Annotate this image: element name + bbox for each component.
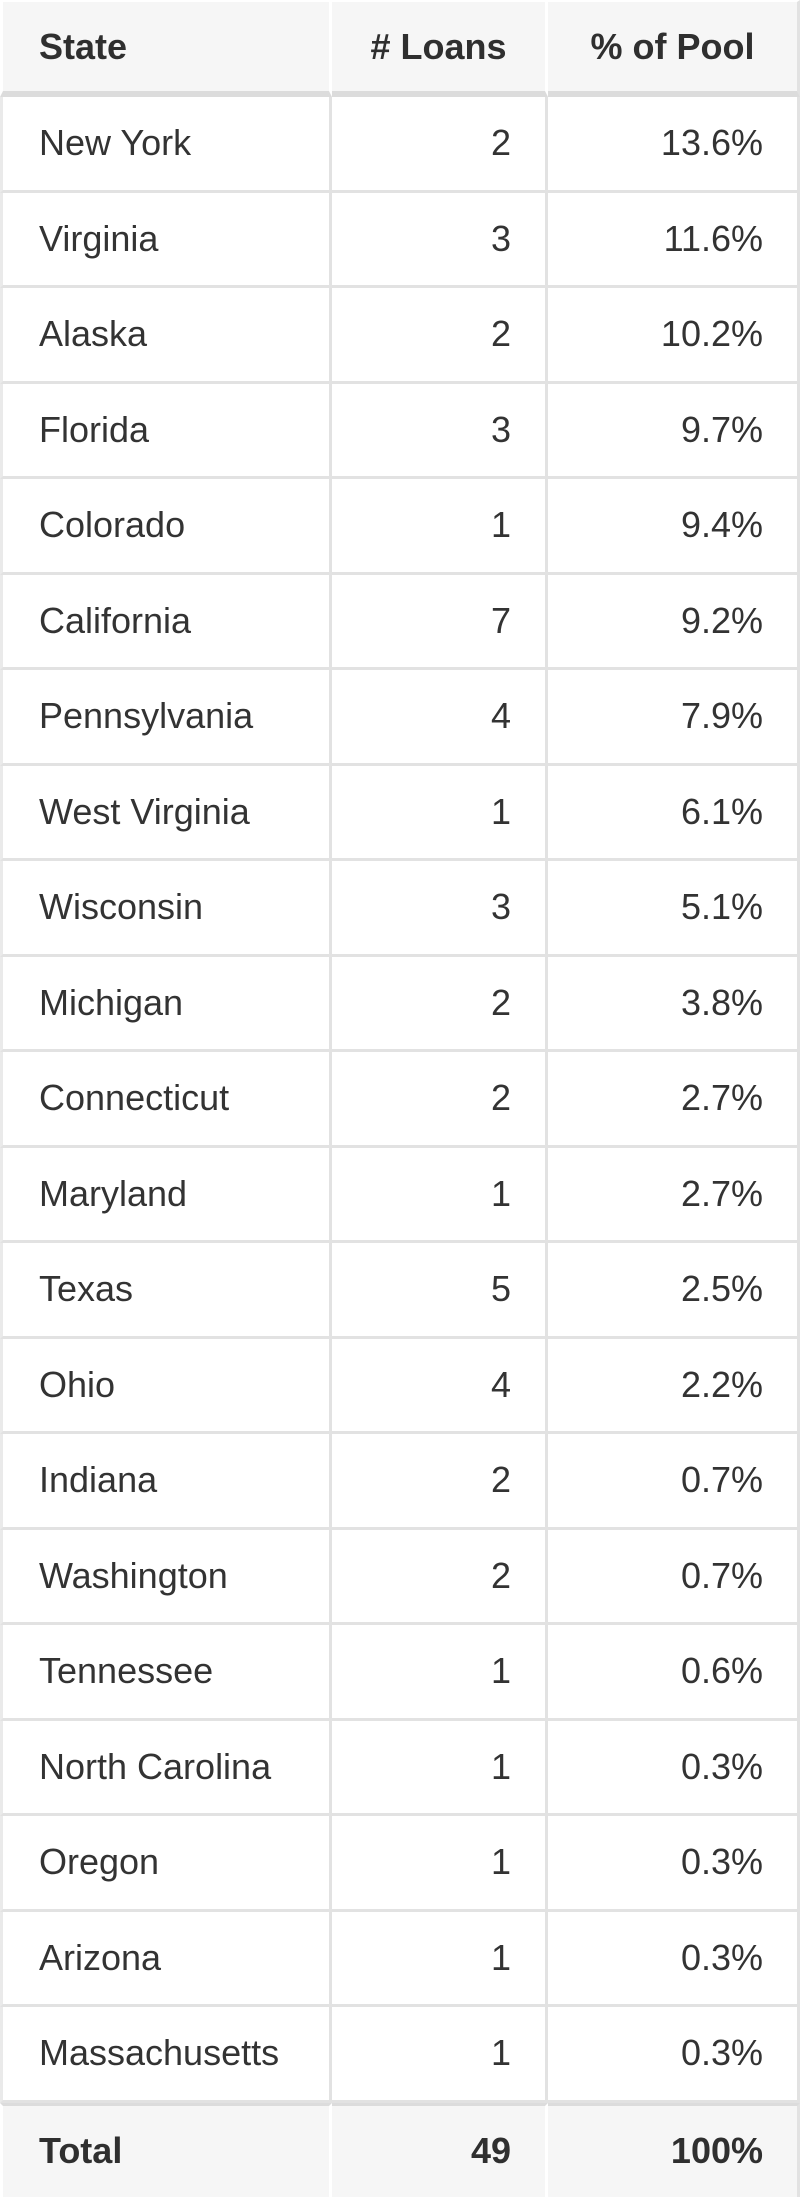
table-footer: Total 49 100% (0, 2102, 800, 2197)
table-header: State # Loans % of Pool (0, 0, 800, 97)
pct-cell: 0.6% (548, 1625, 800, 1721)
state-cell: North Carolina (0, 1720, 332, 1816)
pct-cell: 0.7% (548, 1434, 800, 1530)
pct-cell: 9.2% (548, 574, 800, 670)
column-header-pct-of-pool: % of Pool (548, 0, 800, 97)
table-row: Ohio 4 2.2% (0, 1338, 800, 1434)
table-row: Virginia 3 11.6% (0, 192, 800, 288)
table-row: Tennessee 1 0.6% (0, 1625, 800, 1721)
state-cell: Connecticut (0, 1052, 332, 1148)
table-row: Wisconsin 3 5.1% (0, 861, 800, 957)
table-row: Connecticut 2 2.7% (0, 1052, 800, 1148)
pct-cell: 0.3% (548, 2007, 800, 2103)
state-cell: California (0, 574, 332, 670)
state-cell: Ohio (0, 1338, 332, 1434)
state-cell: New York (0, 97, 332, 193)
table-row: Colorado 1 9.4% (0, 479, 800, 575)
column-header-state: State (0, 0, 332, 97)
loans-cell: 2 (332, 288, 548, 384)
state-cell: Indiana (0, 1434, 332, 1530)
loans-cell: 3 (332, 383, 548, 479)
table-row: Pennsylvania 4 7.9% (0, 670, 800, 766)
pct-cell: 2.5% (548, 1243, 800, 1339)
column-header-loans: # Loans (332, 0, 548, 97)
pct-cell: 11.6% (548, 192, 800, 288)
state-cell: Florida (0, 383, 332, 479)
loans-cell: 2 (332, 1052, 548, 1148)
loans-cell: 2 (332, 1434, 548, 1530)
loans-cell: 1 (332, 1911, 548, 2007)
pct-cell: 9.4% (548, 479, 800, 575)
header-row: State # Loans % of Pool (0, 0, 800, 97)
total-loans-value: 49 (332, 2102, 548, 2197)
pct-cell: 7.9% (548, 670, 800, 766)
state-cell: Washington (0, 1529, 332, 1625)
loans-cell: 1 (332, 2007, 548, 2103)
pct-cell: 9.7% (548, 383, 800, 479)
loans-cell: 1 (332, 479, 548, 575)
pct-cell: 0.7% (548, 1529, 800, 1625)
pct-cell: 2.2% (548, 1338, 800, 1434)
table-row: Oregon 1 0.3% (0, 1816, 800, 1912)
total-pct-value: 100% (548, 2102, 800, 2197)
table-row: Washington 2 0.7% (0, 1529, 800, 1625)
pct-cell: 0.3% (548, 1816, 800, 1912)
loans-cell: 7 (332, 574, 548, 670)
pct-cell: 13.6% (548, 97, 800, 193)
pct-cell: 0.3% (548, 1720, 800, 1816)
loans-cell: 1 (332, 1720, 548, 1816)
state-cell: Wisconsin (0, 861, 332, 957)
table-row: Michigan 2 3.8% (0, 956, 800, 1052)
state-cell: Alaska (0, 288, 332, 384)
table-row: North Carolina 1 0.3% (0, 1720, 800, 1816)
loans-cell: 4 (332, 670, 548, 766)
loans-cell: 2 (332, 97, 548, 193)
state-cell: Michigan (0, 956, 332, 1052)
loans-cell: 5 (332, 1243, 548, 1339)
loans-cell: 3 (332, 192, 548, 288)
state-cell: Texas (0, 1243, 332, 1339)
pct-cell: 6.1% (548, 765, 800, 861)
state-cell: Massachusetts (0, 2007, 332, 2103)
pct-cell: 3.8% (548, 956, 800, 1052)
pct-cell: 5.1% (548, 861, 800, 957)
table-row: Alaska 2 10.2% (0, 288, 800, 384)
table-row: Massachusetts 1 0.3% (0, 2007, 800, 2103)
state-cell: Arizona (0, 1911, 332, 2007)
table-row: Maryland 1 2.7% (0, 1147, 800, 1243)
loans-cell: 1 (332, 765, 548, 861)
loans-cell: 1 (332, 1816, 548, 1912)
pct-cell: 0.3% (548, 1911, 800, 2007)
table-row: Indiana 2 0.7% (0, 1434, 800, 1530)
loans-cell: 2 (332, 1529, 548, 1625)
state-cell: Tennessee (0, 1625, 332, 1721)
state-cell: Virginia (0, 192, 332, 288)
table-row: New York 2 13.6% (0, 97, 800, 193)
table-row: Florida 3 9.7% (0, 383, 800, 479)
state-cell: Colorado (0, 479, 332, 575)
loans-cell: 1 (332, 1147, 548, 1243)
loans-cell: 4 (332, 1338, 548, 1434)
loans-cell: 1 (332, 1625, 548, 1721)
total-label: Total (0, 2102, 332, 2197)
table-row: Texas 5 2.5% (0, 1243, 800, 1339)
table-body: New York 2 13.6% Virginia 3 11.6% Alaska 2 10.2%… (0, 97, 800, 2103)
total-row: Total 49 100% (0, 2102, 800, 2197)
state-cell: Pennsylvania (0, 670, 332, 766)
pct-cell: 2.7% (548, 1052, 800, 1148)
state-cell: West Virginia (0, 765, 332, 861)
loans-cell: 2 (332, 956, 548, 1052)
pct-cell: 10.2% (548, 288, 800, 384)
pct-cell: 2.7% (548, 1147, 800, 1243)
loans-cell: 3 (332, 861, 548, 957)
table-row: Arizona 1 0.3% (0, 1911, 800, 2007)
table-row: West Virginia 1 6.1% (0, 765, 800, 861)
state-cell: Oregon (0, 1816, 332, 1912)
state-cell: Maryland (0, 1147, 332, 1243)
table-row: California 7 9.2% (0, 574, 800, 670)
